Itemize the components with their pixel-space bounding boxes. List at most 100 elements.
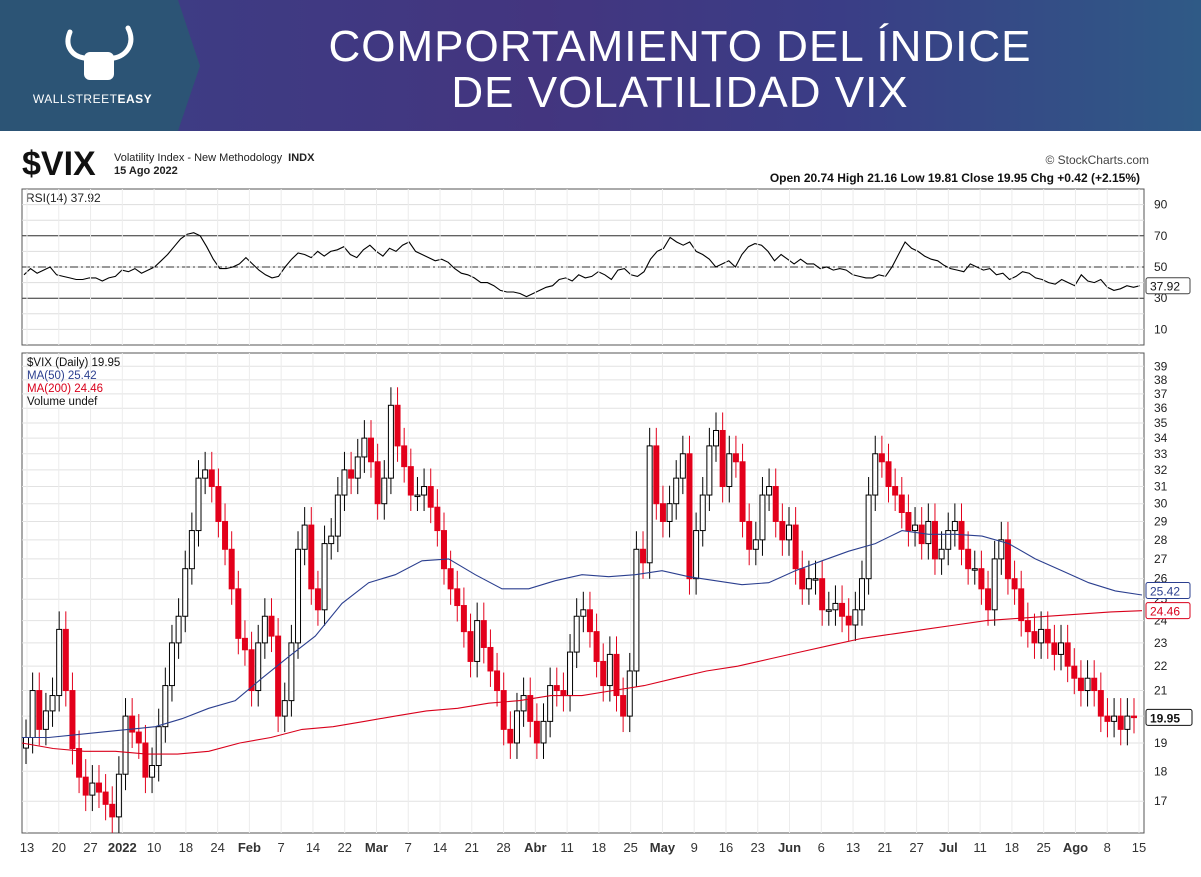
rsi-panel: 10 30 50 70 90 RSI(14) 37.92 37.92 [21,188,1191,346]
price-tick-label: 39 [1154,359,1168,373]
candle-body [1071,665,1078,679]
stock-chart-area: $VIX Volatility Index - New Methodology I… [0,131,1201,872]
candle-body [951,520,958,532]
ma200-value-box [1145,602,1191,620]
candle-body [507,728,514,744]
candle-body [494,670,501,692]
candlestick-series [23,387,1137,833]
candle-body [666,503,673,522]
candle-body [115,773,122,818]
candle-body [633,548,640,672]
candle-body [679,453,686,479]
candle-body [401,445,408,468]
candle-body [368,437,375,463]
logo-panel: WALLSTREETEASY [0,0,200,131]
x-tick-label: May [650,840,676,855]
candle-body [779,520,786,541]
candle-body [500,690,507,730]
candle-body [168,642,175,687]
rsi-tick-label: 10 [1154,322,1168,336]
description-label: Volatility Index - New Methodology INDX [114,152,315,164]
candle-body [1018,588,1025,622]
candle-body [766,486,773,496]
vix-chart-svg: $VIX Volatility Index - New Methodology I… [20,145,1193,855]
candle-body [1084,677,1091,692]
candle-body [62,628,69,692]
candle-body [56,628,63,697]
candle-body [235,588,242,639]
candle-body [553,685,560,692]
x-tick-label: 22 [337,840,351,855]
candle-body [513,710,520,744]
candle-body [440,530,447,570]
candle-body [129,715,136,733]
candle-body [188,530,195,570]
x-tick-label: 9 [691,840,698,855]
price-tick-label: 28 [1154,533,1168,547]
candle-body [348,469,355,479]
candle-body [606,653,613,687]
candle-body [865,494,872,580]
candle-body [593,631,600,662]
candle-body [1124,715,1131,730]
price-tick-label: 17 [1154,794,1168,808]
x-tick-label: 15 [1132,840,1146,855]
candle-body [925,520,932,545]
candle-body [1044,628,1051,644]
candle-body [560,690,567,697]
price-tick-label: 31 [1154,480,1168,494]
price-legend-label: $VIX (Daily) 19.95 [27,357,120,369]
candle-body [673,477,680,505]
bull-fist-logo-icon [65,25,134,80]
candle-body [1011,578,1018,590]
x-tick-label: 13 [846,840,860,855]
candle-body [991,558,998,611]
candle-body [839,602,846,617]
candle-body [573,615,580,653]
candle-body [248,649,255,692]
x-tick-label: Jun [778,840,801,855]
right-horn-icon [111,25,134,61]
candle-body [898,494,905,514]
candle-body [155,726,162,767]
candle-body [845,615,852,626]
candle-body [746,520,753,550]
candle-body [872,453,879,496]
candle-body [341,469,348,496]
copyright-label: © StockCharts.com [1045,153,1149,167]
x-tick-label: 27 [83,840,97,855]
candle-body [1091,677,1098,692]
candle-body [288,642,295,702]
candle-body [998,539,1005,560]
x-tick-label: 27 [909,840,923,855]
x-tick-label: 10 [147,840,161,855]
candle-body [626,670,633,717]
candle-body [381,477,388,505]
candle-body [1004,539,1011,580]
price-tick-label: 36 [1154,401,1168,415]
x-tick-label: 20 [52,840,66,855]
candle-body [640,548,647,564]
candle-body [580,609,587,617]
candle-body [354,456,361,479]
candle-body [328,535,335,545]
candle-body [82,776,89,796]
candle-body [487,646,494,672]
candle-body [122,715,129,775]
candle-body [202,469,209,479]
candle-body [832,602,839,611]
candle-body [42,710,49,730]
exchange-label: INDX [288,152,315,164]
x-tick-label: Abr [524,840,546,855]
price-tick-label: 22 [1154,659,1168,673]
x-tick-label: 14 [306,840,320,855]
candle-body [978,568,985,590]
candle-body [586,609,593,633]
candle-body [49,695,56,712]
candle-body [89,782,96,796]
candle-body [255,642,262,692]
close-value-box [1145,708,1193,726]
x-tick-label: Mar [365,840,388,855]
candle-body [659,503,666,522]
candle-body [109,803,116,818]
